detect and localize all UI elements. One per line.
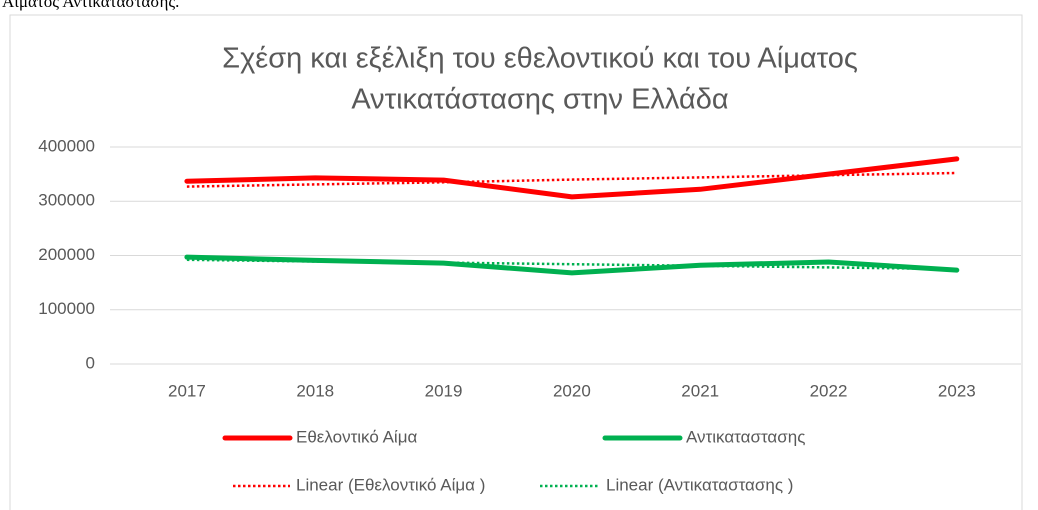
- y-tick-label: 0: [86, 353, 95, 372]
- chart-title: Αντικατάστασης στην Ελλάδα: [351, 84, 728, 116]
- y-tick-label: 200000: [38, 245, 95, 264]
- x-tick-label: 2022: [810, 381, 848, 400]
- y-tick-label: 400000: [38, 136, 95, 155]
- trend-line: [186, 171, 957, 188]
- legend-label: Εθελοντικό Αίμα: [296, 427, 418, 446]
- legend-label: Linear (Αντικαταστασης ): [606, 475, 793, 494]
- header-text: Αίματος Αντικατάστασης.: [2, 0, 179, 11]
- x-tick-label: 2019: [425, 381, 463, 400]
- y-tick-label: 300000: [38, 191, 95, 210]
- x-tick-label: 2023: [938, 381, 976, 400]
- x-tick-label: 2017: [168, 381, 206, 400]
- y-tick-label: 100000: [38, 299, 95, 318]
- trend-line: [186, 258, 957, 271]
- x-tick-label: 2020: [553, 381, 591, 400]
- x-tick-label: 2018: [296, 381, 334, 400]
- chart-title: Σχέση και εξέλιξη του εθελοντικού και το…: [222, 43, 858, 75]
- series-line: [184, 254, 960, 276]
- x-tick-label: 2021: [681, 381, 719, 400]
- legend-label: Αντικαταστασης: [686, 427, 805, 446]
- legend-label: Linear (Εθελοντικό Αίμα ): [296, 475, 485, 494]
